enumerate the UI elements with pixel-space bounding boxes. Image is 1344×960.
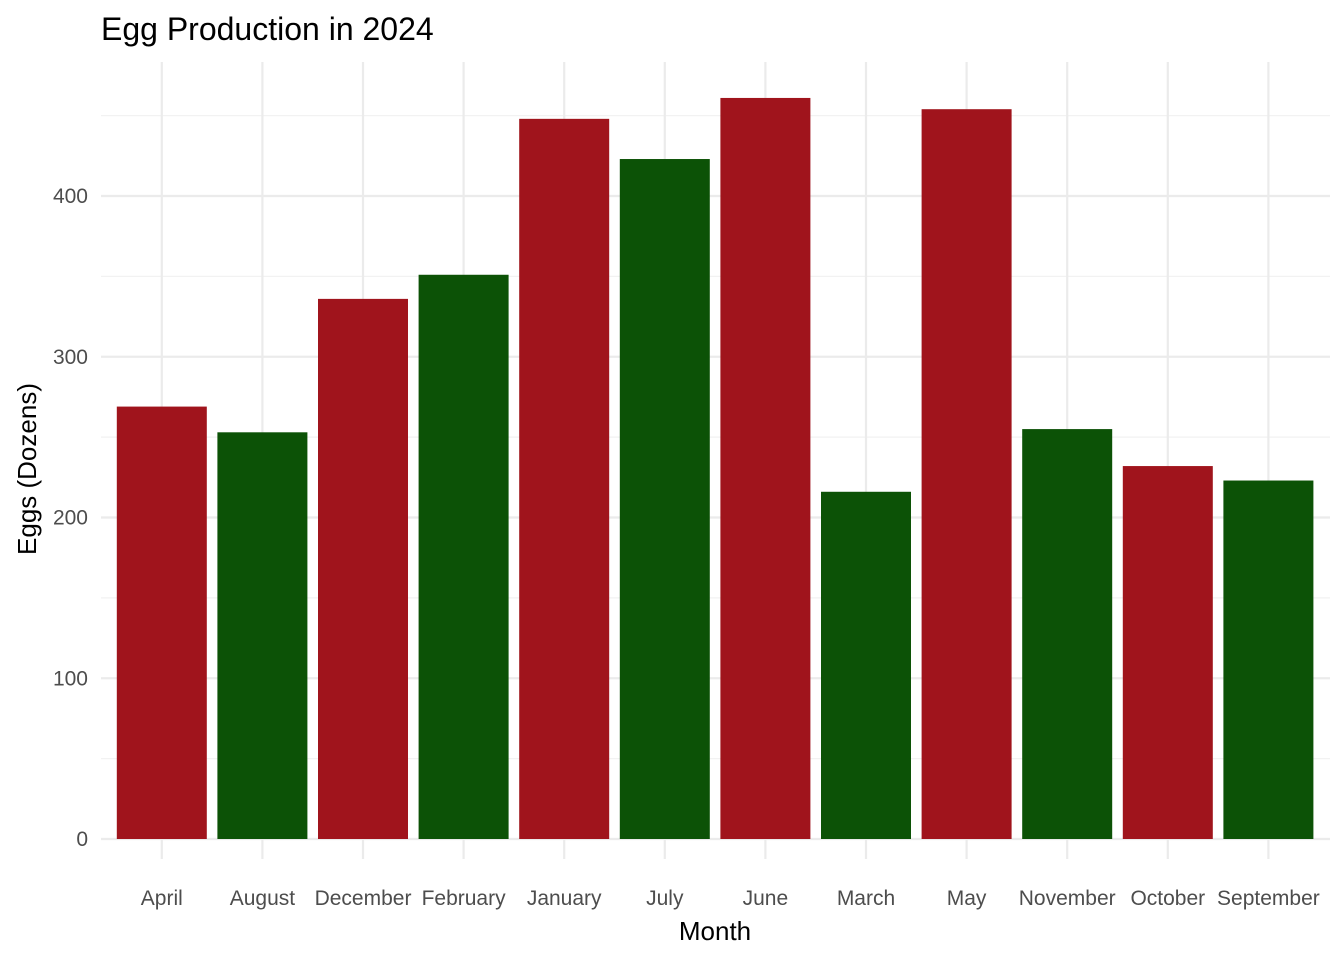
bar	[519, 118, 610, 840]
x-tick-label: December	[315, 887, 412, 910]
bar	[217, 432, 308, 839]
x-tick-label: November	[1019, 887, 1116, 910]
x-tick-label: May	[947, 887, 987, 910]
y-tick-label: 300	[53, 346, 88, 369]
y-axis-title: Eggs (Dozens)	[12, 383, 42, 555]
bar	[318, 298, 408, 839]
bar	[619, 159, 710, 840]
y-tick-label: 400	[53, 185, 88, 208]
bar	[720, 97, 811, 839]
x-axis-title: Month	[679, 916, 751, 946]
x-tick-label: January	[527, 887, 602, 910]
x-tick-label: March	[837, 887, 895, 910]
y-tick-label: 0	[76, 828, 88, 851]
x-tick-label: June	[743, 887, 789, 910]
x-tick-label: April	[141, 887, 183, 910]
bar	[1122, 466, 1213, 839]
bar	[1022, 429, 1113, 839]
x-tick-label: July	[646, 887, 684, 910]
x-tick-label: September	[1217, 887, 1320, 910]
bar	[418, 274, 509, 840]
x-tick-label: February	[422, 887, 507, 910]
y-tick-label: 100	[53, 667, 88, 690]
x-axis-ticks: April August December February January July Ju…	[141, 887, 1320, 910]
bar	[1223, 480, 1314, 839]
bars-layer	[116, 97, 1314, 840]
x-tick-label: August	[230, 887, 296, 910]
y-axis-ticks: 0 100 200 300 400	[53, 185, 88, 851]
bar	[921, 109, 1012, 839]
bar	[821, 491, 911, 839]
x-tick-label: October	[1130, 887, 1205, 910]
bar	[116, 406, 207, 839]
y-tick-label: 200	[53, 507, 88, 530]
chart-title: Egg Production in 2024	[101, 11, 434, 47]
